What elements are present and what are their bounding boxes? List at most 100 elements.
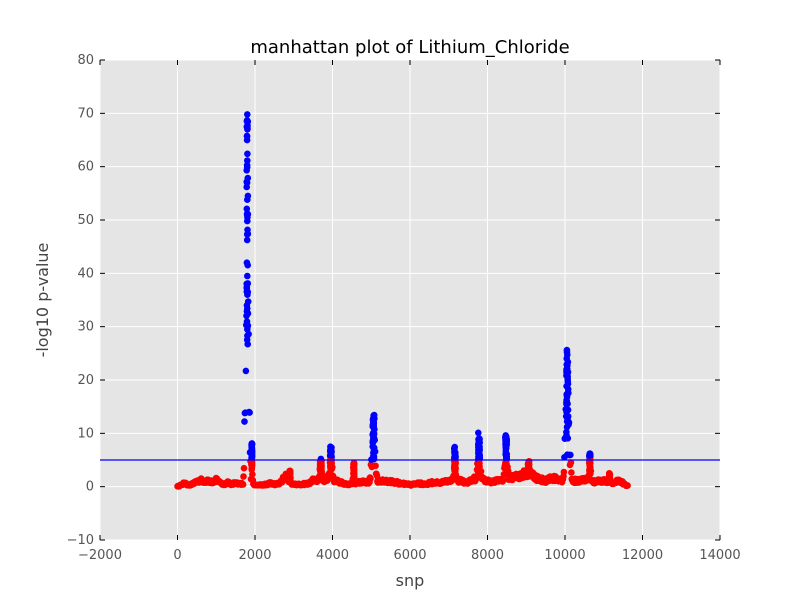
snp-point — [244, 150, 251, 158]
snp-point — [475, 463, 482, 471]
snp-point — [243, 161, 251, 169]
y-tick-label: 60 — [77, 160, 94, 175]
snp-point — [243, 183, 250, 191]
snp-point — [243, 167, 250, 174]
snp-point — [586, 460, 593, 467]
snp-point — [560, 468, 568, 476]
snp-point — [244, 217, 251, 225]
snp-point — [564, 380, 572, 388]
snp-point — [244, 196, 251, 203]
x-tick-label: 6000 — [393, 548, 426, 563]
snp-point — [244, 272, 251, 280]
snp-point — [243, 302, 251, 309]
snp-point — [350, 460, 358, 467]
snp-point — [286, 474, 294, 482]
snp-point — [243, 118, 251, 125]
snp-point — [564, 451, 571, 459]
x-tick-label: 4000 — [316, 548, 349, 563]
snp-point — [244, 291, 251, 299]
y-axis-ticks: −10 0 10 20 30 40 50 60 70 80 — [67, 53, 720, 548]
snp-point — [243, 133, 251, 140]
x-tick-label: 2000 — [238, 548, 271, 563]
x-tick-label: 12000 — [622, 548, 663, 563]
snp-point — [475, 440, 482, 448]
plot-area — [99, 59, 721, 541]
snp-point — [564, 372, 571, 380]
snp-point — [367, 475, 374, 483]
y-tick-label: 50 — [77, 213, 94, 228]
snp-point — [586, 468, 593, 475]
snp-point — [370, 453, 377, 460]
snp-point — [564, 385, 572, 393]
snp-point — [327, 443, 334, 451]
snp-point — [244, 126, 251, 133]
x-tick-label: 0 — [173, 548, 181, 563]
snp-point — [476, 453, 484, 460]
snp-point — [243, 312, 250, 320]
snp-point — [244, 226, 251, 234]
x-tick-label: 10000 — [544, 548, 585, 563]
y-tick-label: 40 — [77, 266, 94, 281]
y-tick-label: −10 — [67, 533, 94, 548]
snp-point — [328, 452, 335, 459]
snp-point — [244, 111, 251, 118]
snp-point — [248, 446, 255, 454]
y-tick-label: 70 — [77, 106, 94, 121]
snp-point — [500, 476, 507, 484]
snp-point — [370, 421, 378, 428]
snp-point — [327, 457, 334, 465]
snp-point — [248, 459, 256, 467]
snp-point — [243, 259, 251, 267]
snp-point — [563, 392, 571, 399]
snp-point — [503, 440, 511, 448]
y-tick-label: 10 — [77, 426, 94, 441]
y-tick-label: 30 — [77, 320, 94, 335]
snp-point — [563, 423, 571, 431]
snp-point — [503, 453, 510, 461]
snp-point — [240, 473, 247, 480]
snp-point — [371, 426, 378, 433]
x-axis-label: snp — [396, 571, 425, 590]
snp-point — [248, 464, 256, 472]
snp-point — [524, 467, 532, 475]
snp-point — [327, 463, 334, 470]
y-axis-label: -log10 p-value — [33, 243, 52, 358]
snp-point — [586, 452, 593, 459]
snp-point — [564, 413, 572, 420]
snp-point — [370, 444, 378, 452]
snp-point — [564, 358, 572, 366]
snp-point — [451, 467, 458, 475]
snp-point — [317, 459, 325, 466]
snp-point — [451, 445, 458, 452]
snp-point — [606, 473, 613, 481]
snp-point — [369, 416, 377, 423]
snp-point — [372, 462, 379, 470]
x-tick-label: 8000 — [471, 548, 504, 563]
snp-point — [502, 433, 509, 441]
chart-title: manhattan plot of Lithium_Chloride — [250, 37, 569, 58]
snp-point — [248, 452, 256, 460]
snp-point — [242, 367, 250, 375]
snp-point — [525, 458, 533, 465]
snp-point — [563, 400, 570, 408]
snp-point — [240, 464, 248, 472]
snp-point — [624, 482, 631, 489]
snp-point — [244, 332, 251, 340]
snp-point — [248, 441, 255, 449]
x-axis-ticks: −2000 0 2000 4000 6000 8000 10000 12000 14000 — [78, 60, 741, 563]
snp-point — [239, 481, 247, 488]
x-tick-label: −2000 — [78, 548, 122, 563]
snp-point — [502, 462, 510, 469]
snp-point — [241, 418, 248, 425]
y-tick-label: 20 — [77, 373, 94, 388]
snp-point — [567, 459, 575, 466]
snp-point — [369, 431, 377, 438]
snp-point — [475, 435, 483, 442]
snp-point — [246, 409, 253, 416]
y-tick-label: 0 — [86, 480, 94, 495]
snp-point — [316, 467, 324, 475]
snp-point — [286, 467, 294, 475]
snp-point — [564, 406, 572, 414]
snp-point — [475, 429, 482, 437]
